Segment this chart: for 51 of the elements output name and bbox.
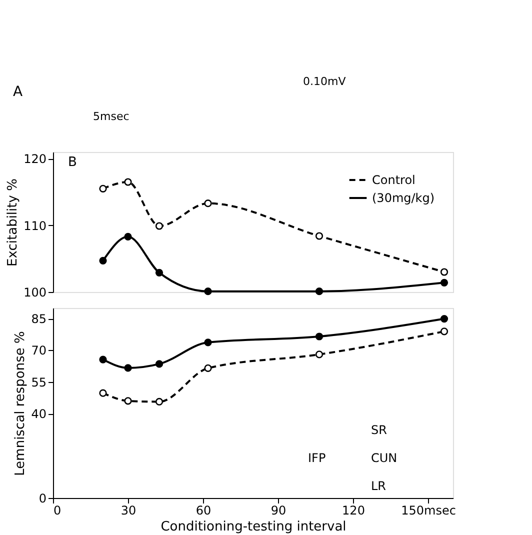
y-axis-title: Lemniscal response %	[13, 331, 28, 476]
point	[440, 278, 448, 286]
annotation: LR	[371, 479, 386, 493]
y-tick-label: 100	[24, 286, 46, 300]
annotation: SR	[371, 423, 387, 437]
annotation: B	[68, 155, 77, 170]
point	[440, 328, 448, 336]
annotation: IFP	[308, 451, 326, 465]
x-tick-label: 60	[196, 504, 212, 518]
point	[99, 256, 107, 264]
y-tick-label: 120	[24, 152, 46, 166]
point	[155, 222, 164, 230]
text: A	[13, 84, 23, 100]
point	[204, 288, 212, 296]
point	[99, 356, 107, 364]
point	[124, 397, 132, 405]
y-tick-label: 0	[38, 492, 46, 506]
point	[204, 364, 212, 372]
x-axis-title: Conditioning-testing interval	[160, 520, 346, 534]
point	[124, 232, 132, 240]
point	[99, 184, 107, 192]
legend-label: (30mg/kg)	[372, 191, 435, 205]
point	[440, 268, 448, 276]
point	[99, 389, 107, 397]
legend-label: Control	[372, 173, 416, 187]
text: 0.10mV	[303, 75, 346, 88]
y-tick-label: 85	[31, 312, 46, 326]
x-tick-label: 90	[270, 504, 286, 518]
point	[155, 360, 164, 368]
point	[315, 350, 324, 358]
x-tick-label: 150msec	[401, 504, 456, 518]
y-tick-label: 70	[31, 344, 46, 358]
point	[315, 288, 324, 296]
point	[124, 364, 132, 372]
point	[204, 200, 212, 208]
y-tick-label: 40	[31, 407, 46, 422]
y-tick-label: 110	[24, 218, 46, 233]
x-tick-label: 120	[342, 504, 365, 518]
x-tick-label: 0	[54, 504, 62, 518]
x-tick-label: 30	[120, 504, 136, 518]
point	[315, 332, 324, 340]
point	[155, 268, 164, 276]
y-tick-label: 55	[31, 375, 46, 390]
annotation: CUN	[371, 451, 398, 465]
y-axis-title: Excitability %	[6, 178, 21, 266]
point	[124, 178, 132, 186]
text: 5msec	[93, 110, 130, 123]
point	[155, 398, 164, 406]
point	[440, 314, 448, 323]
point	[315, 232, 324, 240]
point	[204, 338, 212, 346]
